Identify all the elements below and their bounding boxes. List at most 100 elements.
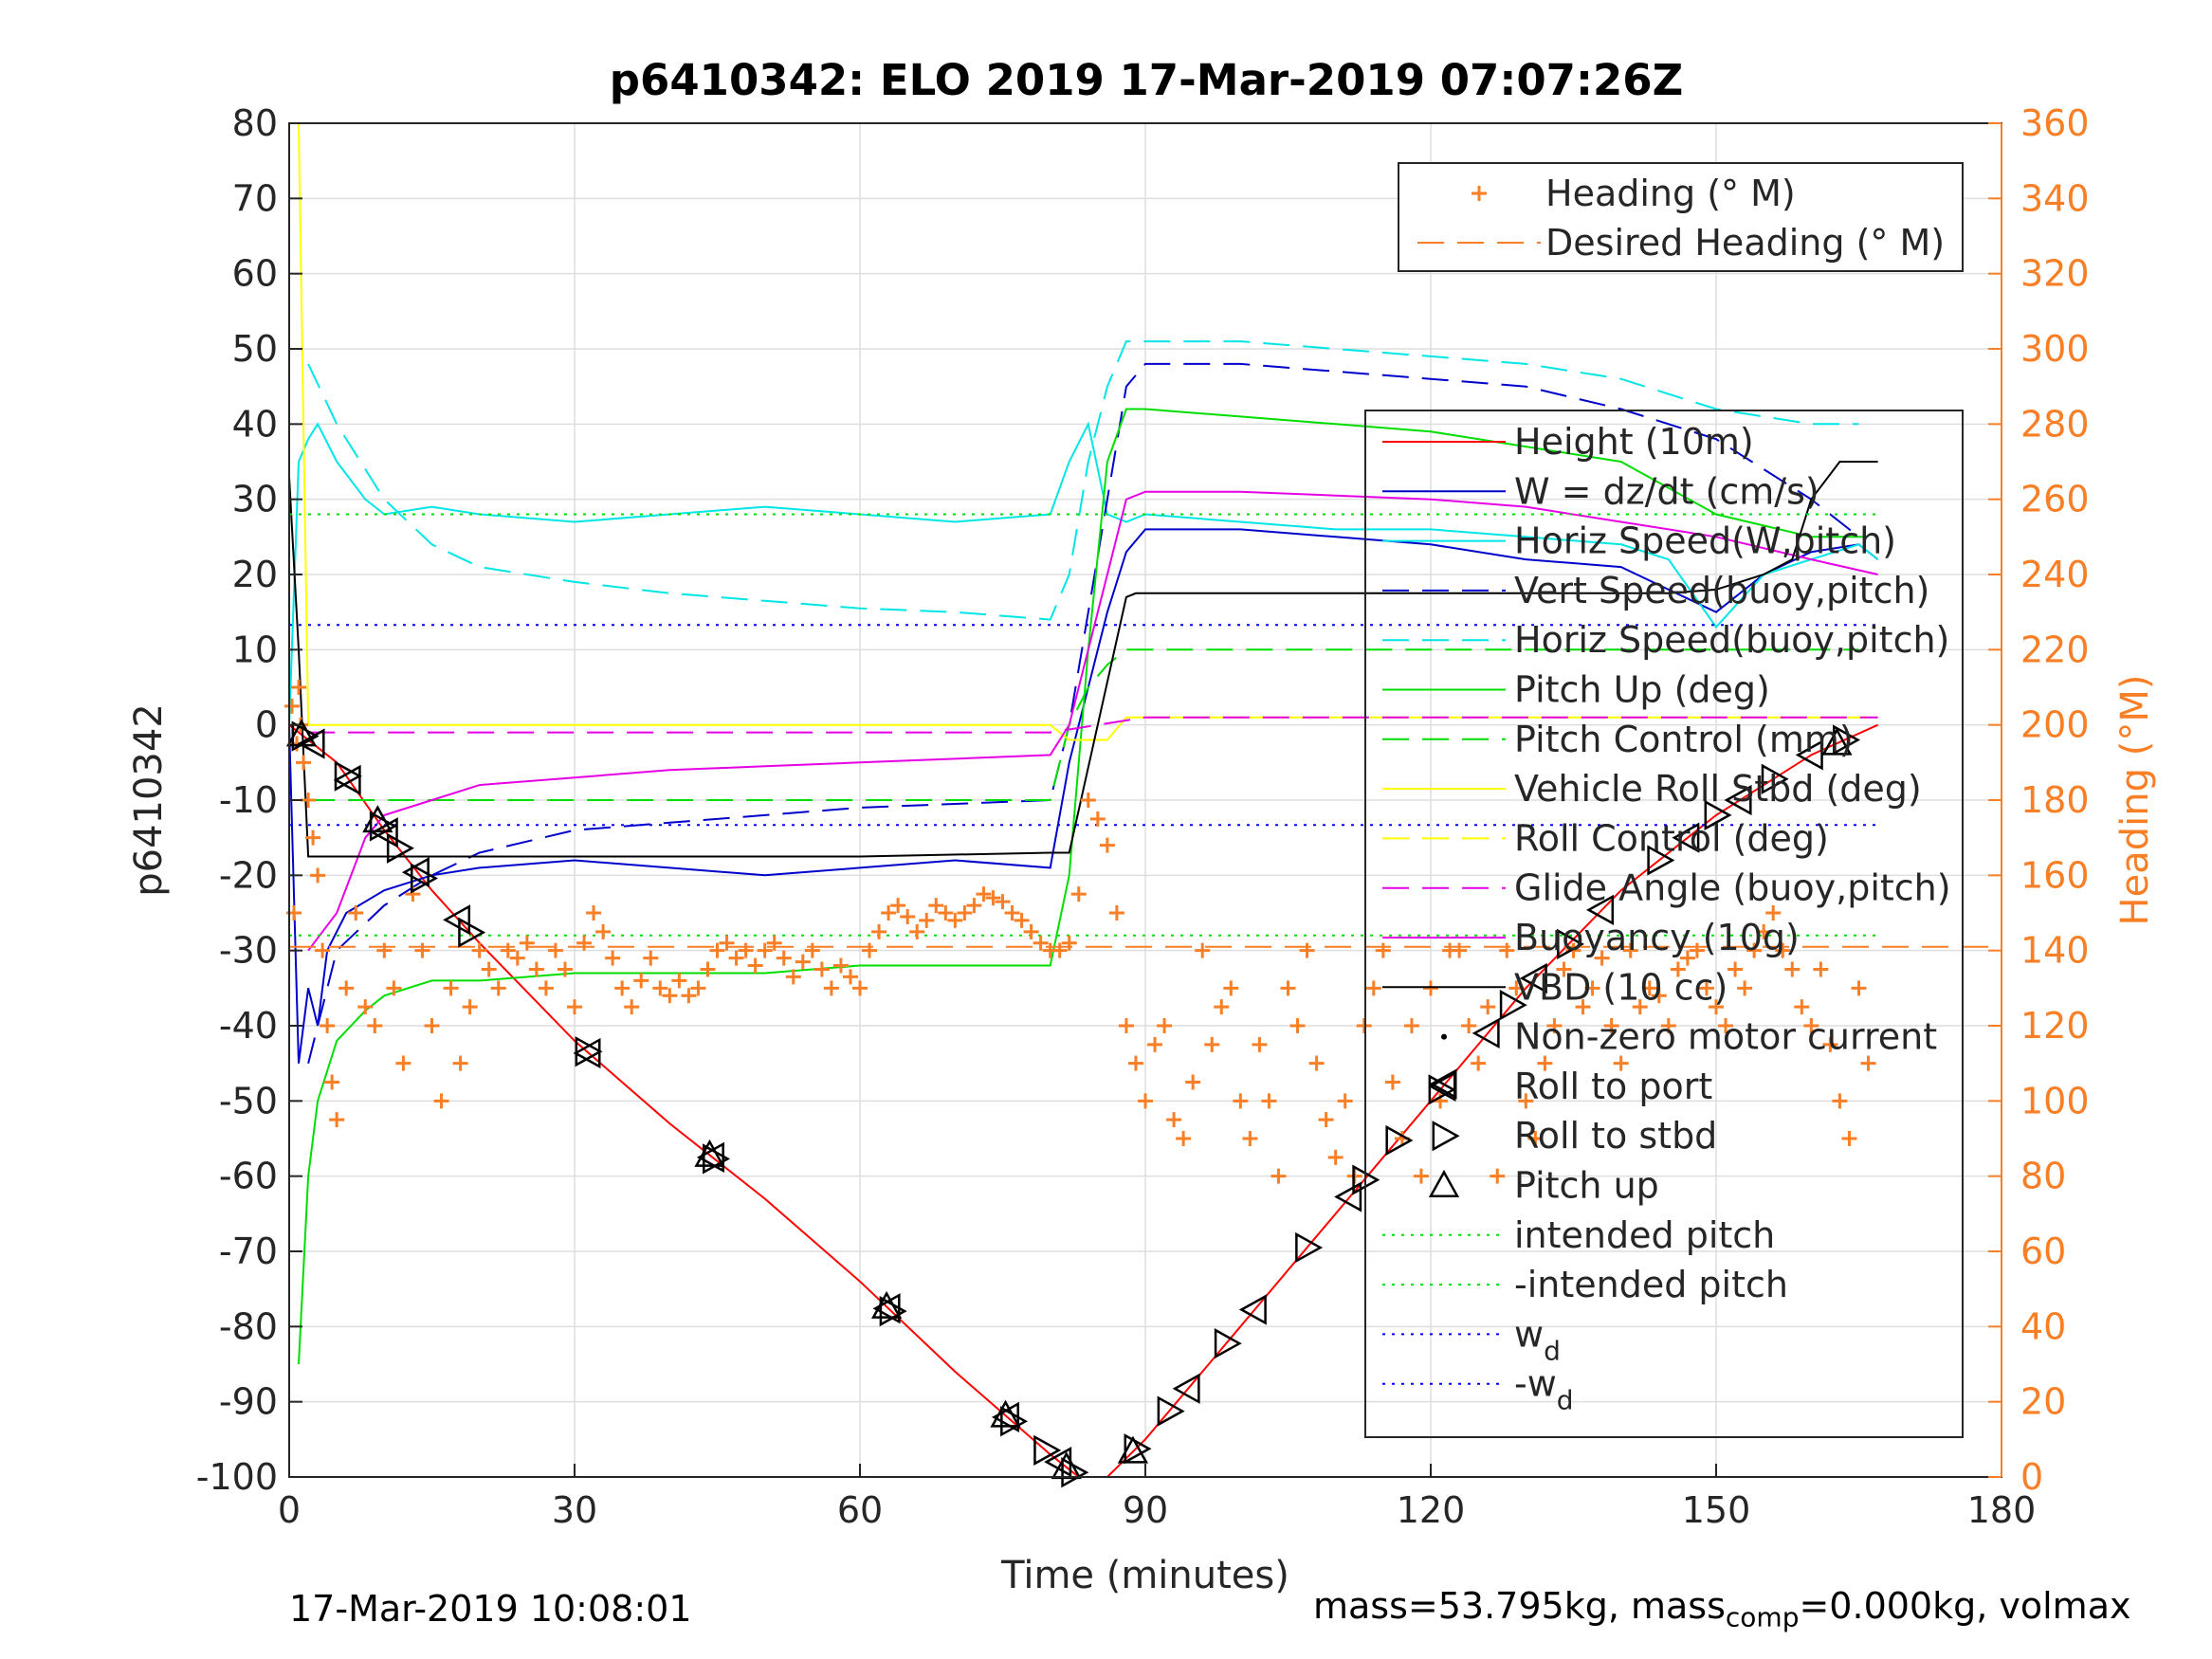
heading-point — [1166, 1112, 1182, 1128]
y2-tick-label: 160 — [2020, 854, 2090, 896]
legend-main-label: Roll to port — [1514, 1066, 1712, 1107]
heading-point — [1023, 923, 1039, 939]
legend-main-label: Pitch Up (deg) — [1514, 669, 1770, 711]
legend-sample — [1428, 1169, 1460, 1197]
heading-point — [928, 898, 944, 914]
marker-roll-to-port — [1519, 962, 1547, 994]
legend-main-label: Height (10m) — [1514, 421, 1754, 463]
heading-point — [296, 755, 312, 771]
heading-point — [1746, 942, 1763, 958]
series-line — [308, 648, 1859, 801]
y-tick-label: -70 — [219, 1231, 278, 1272]
series-line — [307, 490, 1878, 952]
heading-point — [1204, 1036, 1220, 1052]
heading-point — [728, 950, 744, 966]
marker-roll-to-stbd — [1124, 1433, 1152, 1465]
marker-pitch-up — [990, 1399, 1021, 1428]
heading-point — [757, 942, 773, 958]
heading-point — [1280, 980, 1296, 996]
y-tick-label: -20 — [219, 854, 278, 896]
legend-main-label: Pitch Control (mm) — [1514, 719, 1854, 760]
marker-pitch-up — [694, 1139, 725, 1167]
heading-point — [823, 980, 839, 996]
heading-point — [947, 912, 963, 928]
marker-roll-to-stbd — [411, 863, 439, 894]
heading-point — [1679, 950, 1695, 966]
heading-point — [586, 905, 602, 921]
heading-point — [1594, 950, 1610, 966]
heading-point — [1051, 942, 1068, 958]
marker-roll-to-port — [1724, 784, 1752, 816]
heading-point — [471, 942, 487, 958]
y2-tick-label: 220 — [2020, 629, 2090, 670]
y2-tick-label: 20 — [2020, 1381, 2066, 1423]
heading-point — [633, 973, 649, 989]
legend-main: Height (10m) W = dz/dt (cm/s) Horiz Speed(… — [1364, 410, 1964, 1438]
heading-point — [1622, 942, 1638, 958]
heading-point — [1508, 980, 1525, 996]
y-tick-label: 10 — [232, 629, 278, 670]
footer-mass-text: mass=53.795kg, mass — [1313, 1585, 1726, 1627]
heading-point — [1851, 980, 1867, 996]
heading-point — [1756, 923, 1772, 939]
x-tick-label: 90 — [1123, 1489, 1168, 1531]
heading-point — [595, 923, 612, 939]
heading-point — [1089, 811, 1106, 827]
marker-roll-to-stbd — [1428, 1074, 1456, 1105]
heading-point — [490, 980, 506, 996]
marker-layer — [285, 719, 1861, 1488]
heading-point — [1709, 999, 1724, 1015]
marker-roll-to-port — [370, 817, 398, 848]
heading-point — [1299, 942, 1315, 958]
marker-roll-to-port — [1672, 822, 1700, 853]
marker-roll-to-stbd — [1157, 1395, 1185, 1427]
marker-roll-to-stbd — [1214, 1328, 1242, 1359]
heading-point — [1070, 886, 1087, 902]
heading-point — [881, 905, 897, 921]
heading-point — [766, 935, 782, 951]
heading-point — [1289, 1018, 1306, 1033]
heading-point — [1813, 961, 1829, 977]
heading-point — [1147, 1036, 1163, 1052]
legend-heading-label: Desired Heading (° M) — [1545, 222, 1945, 264]
heading-point — [338, 980, 355, 996]
heading-point — [1546, 1018, 1563, 1033]
heading-point — [795, 954, 811, 970]
y2-axis-label: Heading (°M) — [2113, 675, 2157, 926]
footer-mass: mass=53.795kg, masscomp=0.000kg, volmax — [1313, 1585, 2130, 1633]
heading-point — [376, 942, 393, 958]
heading-point — [1784, 961, 1801, 977]
heading-point — [938, 905, 954, 921]
heading-point — [1233, 1093, 1249, 1109]
heading-point — [1252, 1036, 1268, 1052]
legend-heading-box — [1398, 162, 1964, 272]
heading-point — [1670, 961, 1686, 977]
heading-point — [414, 942, 430, 958]
marker-roll-to-stbd — [1061, 1457, 1089, 1488]
heading-point — [862, 942, 878, 958]
heading-point — [1365, 980, 1381, 996]
heading-point — [528, 961, 544, 977]
footer-mass-tail: =0.000kg, volmax — [1799, 1585, 2131, 1627]
heading-point — [1803, 1018, 1819, 1033]
heading-point — [1327, 1149, 1344, 1165]
y-tick-label: 70 — [232, 177, 278, 219]
y-tick-label: -40 — [219, 1005, 278, 1047]
legend-main-label: W = dz/dt (cm/s) — [1514, 470, 1819, 512]
y2-tick-label: 360 — [2020, 102, 2090, 144]
heading-point — [842, 969, 858, 985]
legend-sample — [1441, 1033, 1447, 1040]
heading-point — [966, 898, 982, 914]
heading-point — [1403, 1018, 1419, 1033]
legend-sample — [1472, 186, 1487, 201]
heading-point — [1413, 1168, 1429, 1184]
y2-tick-label: 260 — [2020, 479, 2090, 520]
heading-point — [1718, 1018, 1734, 1033]
heading-point — [1004, 905, 1020, 921]
heading-point — [433, 1093, 449, 1109]
legend-main-label: Roll to stbd — [1514, 1115, 1717, 1157]
y2-tick-label: 340 — [2020, 177, 2090, 219]
legend-main-label: Buoyancy (10g) — [1514, 917, 1800, 958]
heading-point — [1584, 980, 1600, 996]
heading-point — [1537, 1055, 1553, 1071]
